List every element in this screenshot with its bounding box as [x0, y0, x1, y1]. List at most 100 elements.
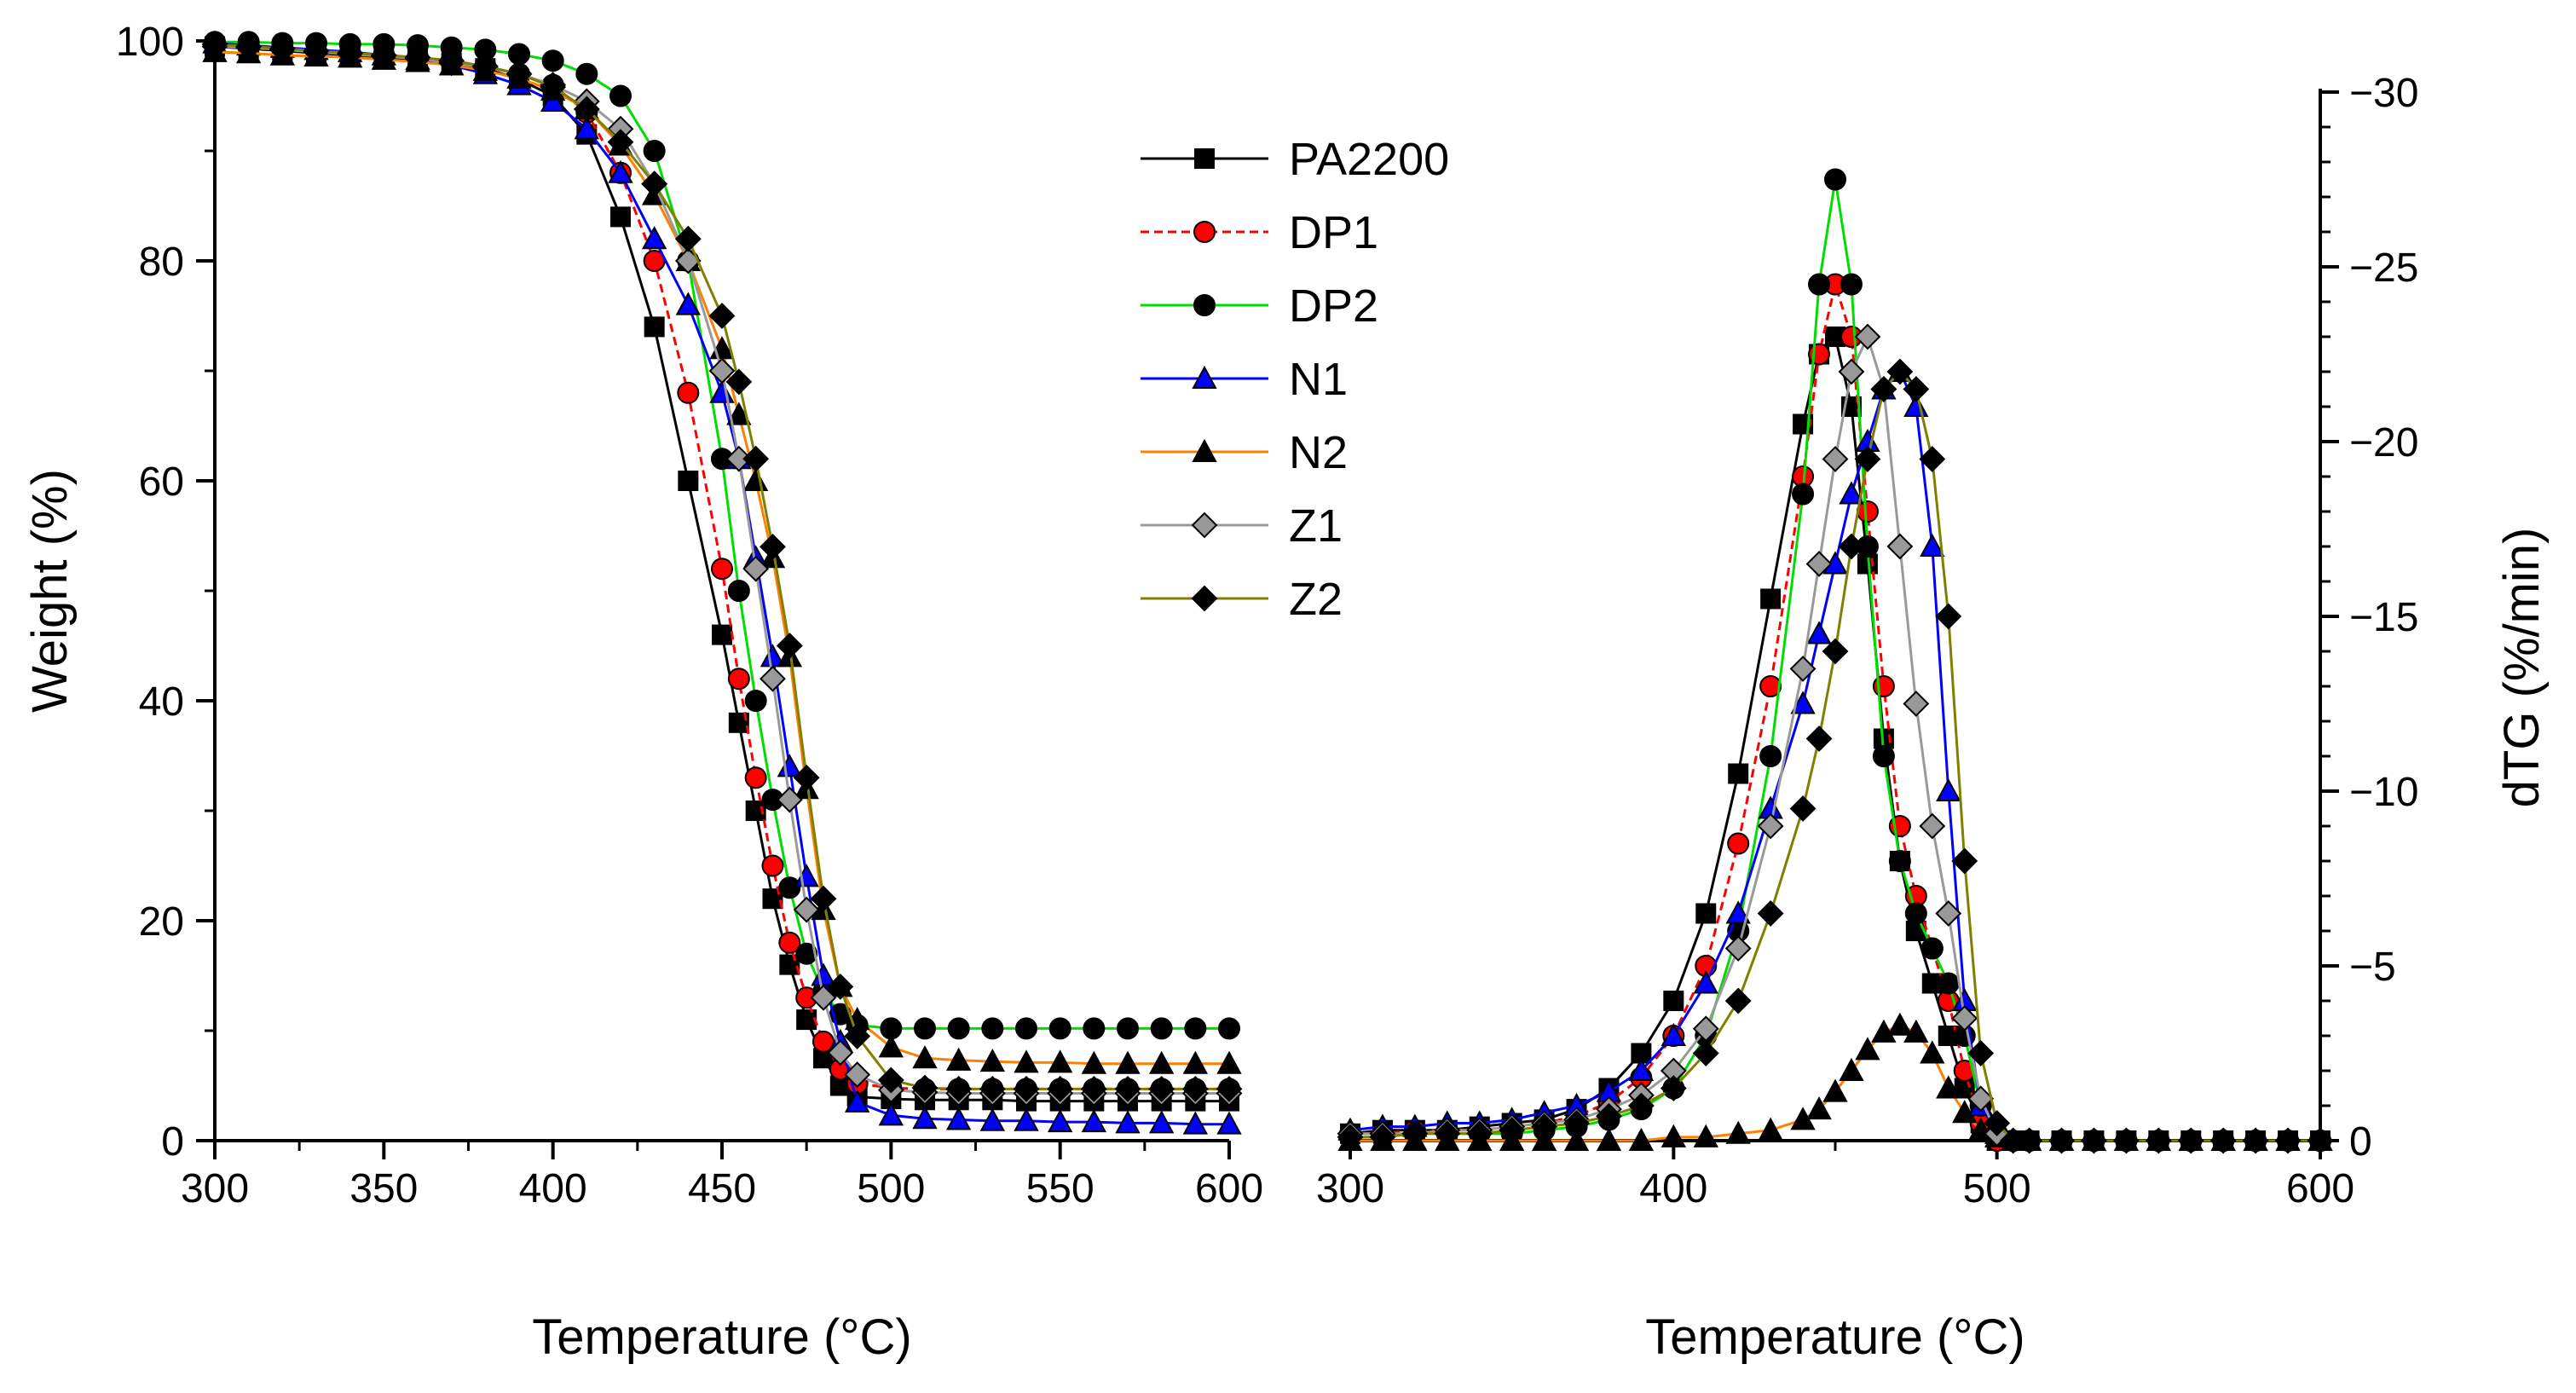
data-point [794, 864, 819, 887]
legend-marker [1192, 438, 1217, 462]
x-axis-label: Temperature (°C) [532, 1309, 911, 1365]
x-tick-label: 600 [1195, 1166, 1263, 1211]
data-point [2145, 1127, 2172, 1154]
data-point [1628, 1127, 1655, 1151]
data-point [727, 668, 750, 691]
data-point [1822, 446, 1849, 472]
data-point [1872, 745, 1895, 767]
y-tick-label: −20 [2349, 420, 2418, 465]
data-point [827, 1039, 854, 1066]
data-point [1150, 1017, 1173, 1040]
data-point [912, 1106, 938, 1130]
data-point [1822, 1078, 1848, 1102]
data-point [1792, 483, 1815, 506]
data-point [810, 885, 837, 912]
data-point [1871, 1019, 1897, 1043]
data-point [1117, 1017, 1139, 1040]
data-point [1903, 691, 1930, 717]
data-point [1182, 1050, 1209, 1074]
x-tick-label: 400 [519, 1166, 587, 1211]
data-point [1434, 1120, 1461, 1147]
data-point [2307, 1127, 2334, 1154]
data-point [761, 854, 784, 877]
series-z1 [1337, 323, 2334, 1154]
series-z2 [201, 31, 1243, 1102]
data-point [1692, 1040, 1719, 1066]
data-point [1563, 1110, 1590, 1136]
data-point [979, 1107, 1006, 1131]
legend-label: DP2 [1289, 280, 1378, 332]
data-point [1855, 1037, 1880, 1061]
y-tick-label: 0 [2349, 1119, 2372, 1165]
data-point [1936, 777, 1961, 801]
data-point [2274, 1127, 2302, 1154]
data-point [678, 471, 699, 491]
data-point [1920, 533, 1945, 557]
data-point [1757, 812, 1784, 840]
data-point [727, 580, 750, 602]
data-point [404, 43, 431, 71]
y-tick-label: −10 [2349, 770, 2418, 815]
data-point [1627, 1092, 1655, 1119]
legend-item-dp1: DP1 [1141, 207, 1378, 258]
data-point [609, 84, 632, 107]
data-point [2081, 1127, 2107, 1154]
data-point [1824, 168, 1846, 191]
data-point [708, 357, 736, 384]
data-point [1822, 638, 1849, 665]
data-point [574, 116, 600, 140]
series-n1 [1337, 358, 2333, 1151]
data-point [2209, 1127, 2237, 1154]
data-point [778, 876, 801, 899]
data-point [877, 1066, 904, 1094]
data-point [762, 888, 783, 910]
legend-marker [1194, 148, 1215, 169]
data-point [2048, 1127, 2075, 1154]
data-point [235, 33, 263, 60]
data-point [1838, 533, 1865, 560]
data-point [1789, 795, 1816, 822]
series-dp2 [204, 31, 1240, 1040]
legend-label: Z1 [1289, 500, 1343, 552]
data-point [1499, 1117, 1526, 1144]
data-point [2242, 1127, 2269, 1154]
data-point [1919, 812, 1946, 840]
series-dp1 [1339, 273, 2331, 1152]
y-tick-label: 60 [139, 460, 184, 505]
data-point [1466, 1120, 1493, 1147]
data-point [742, 467, 769, 491]
data-point [1728, 763, 1749, 784]
data-point [1661, 1124, 1687, 1147]
x-tick-label: 450 [688, 1166, 756, 1211]
data-point [844, 1061, 871, 1089]
y-tick-label: −30 [2349, 71, 2418, 116]
x-tick-label: 300 [1316, 1166, 1384, 1211]
series-line [215, 40, 1229, 1030]
data-point [979, 1075, 1006, 1102]
data-point [1115, 1050, 1141, 1074]
data-point [1951, 847, 1978, 875]
data-point [2177, 1127, 2204, 1154]
data-point [911, 1074, 939, 1101]
data-point [641, 171, 668, 198]
data-point [1725, 1120, 1751, 1144]
data-point [1854, 323, 1881, 350]
legend-item-pa2200: PA2200 [1141, 134, 1449, 185]
data-point [1724, 935, 1752, 962]
data-point [1115, 1110, 1141, 1134]
data-point [1081, 1108, 1107, 1133]
series-line [1349, 369, 2320, 1142]
data-point [2112, 1127, 2140, 1154]
data-point [981, 1017, 1004, 1040]
data-point [1904, 902, 1927, 925]
data-point [1184, 1017, 1207, 1040]
y-axis-label: dTG (%/min) [2494, 528, 2550, 808]
data-point [878, 1102, 904, 1126]
data-point [760, 665, 786, 692]
data-point [1015, 1017, 1037, 1040]
data-point [1216, 1111, 1242, 1135]
data-point [1936, 1075, 1961, 1099]
data-point [776, 786, 803, 813]
data-point [1854, 446, 1881, 472]
data-point [337, 39, 364, 66]
